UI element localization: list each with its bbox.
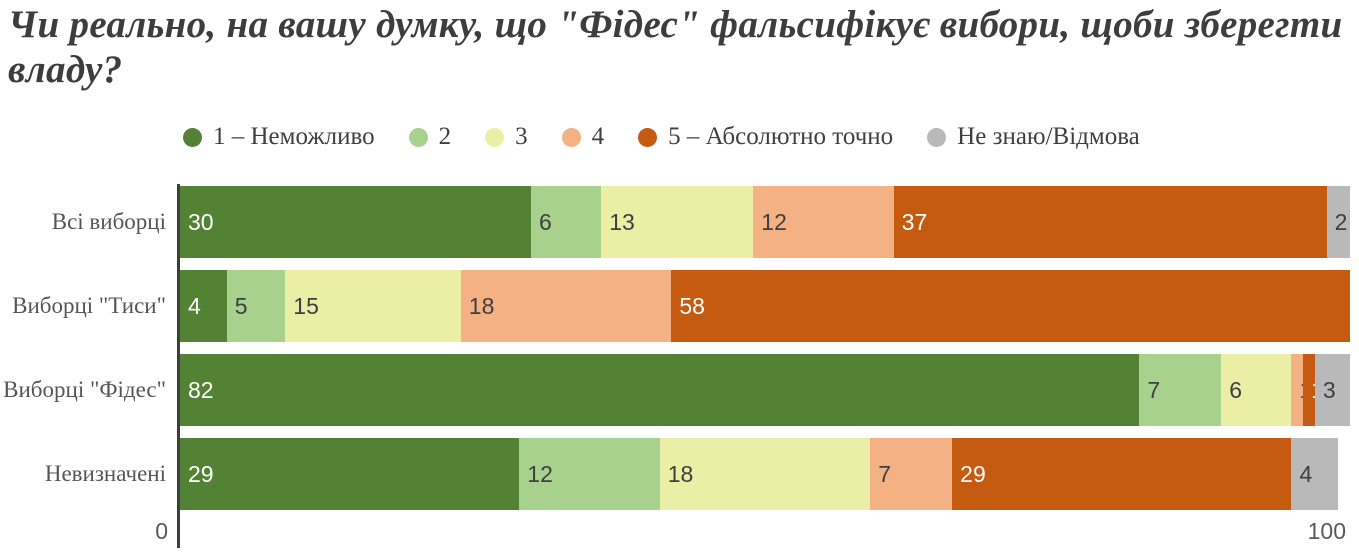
bar-segment: 7 — [870, 438, 953, 510]
segment-value-label: 18 — [667, 460, 694, 487]
legend-item: 2 — [408, 123, 452, 151]
row-label: Всі виборці — [51, 209, 166, 234]
segment-value-label: 30 — [188, 208, 214, 235]
segment-value-label: 37 — [901, 208, 928, 235]
chart-title: Чи реально, на вашу думку, що "Фідес" фа… — [8, 2, 1353, 92]
legend-item: 5 – Абсолютно точно — [638, 123, 893, 151]
segment-value-label: 4 — [188, 292, 201, 319]
bar-segment: 37 — [893, 186, 1327, 258]
bar-row: Всі виборці 30 6 13 12 37 2 — [0, 186, 1359, 258]
bar-segment: 4 — [180, 270, 227, 342]
segment-value-label: 4 — [1299, 460, 1313, 487]
segment-value-label: 6 — [1229, 376, 1243, 403]
bar-segment: 3 — [1314, 354, 1350, 426]
bar-segment: 29 — [180, 438, 520, 510]
x-tick-0: 0 — [155, 518, 168, 544]
bar-row: Невизначені 29 12 18 7 29 4 — [0, 438, 1359, 510]
legend-item: 3 — [485, 123, 528, 151]
legend-item: 4 — [561, 123, 605, 151]
bar-track: 4 5 15 18 58 — [180, 270, 1350, 342]
legend-label: Не знаю/Відмова — [957, 123, 1140, 150]
bar-segment: 15 — [285, 270, 461, 342]
bar-segment: 82 — [180, 354, 1140, 426]
legend-swatch-icon — [408, 127, 428, 147]
bar-segment: 13 — [601, 186, 754, 258]
legend-item: Не знаю/Відмова — [927, 123, 1140, 151]
legend-item: 1 – Неможливо — [183, 123, 375, 151]
row-label: Виборці "Фідес" — [3, 377, 166, 402]
segment-value-label: 15 — [293, 292, 319, 319]
segment-value-label: 82 — [188, 376, 214, 403]
legend-swatch-icon — [183, 127, 202, 147]
row-label: Виборці "Тиси" — [12, 293, 166, 318]
legend-swatch-icon — [561, 127, 581, 147]
segment-value-label: 7 — [1147, 376, 1161, 403]
chart-title-line-2: владу? — [8, 48, 123, 91]
bar-segment: 2 — [1326, 186, 1350, 258]
segment-value-label: 18 — [468, 292, 495, 319]
bar-track: 82 7 6 113 — [180, 354, 1350, 426]
bar-segment: 4 — [1291, 438, 1339, 510]
legend-label: 4 — [591, 123, 605, 150]
legend-label: 2 — [438, 123, 452, 150]
bar-segment: 7 — [1139, 354, 1222, 426]
x-tick-100: 100 — [1307, 518, 1346, 544]
legend-swatch-icon — [638, 127, 658, 147]
bar-segment: 18 — [659, 438, 871, 510]
bar-chart: Всі виборці 30 6 13 12 37 2 Виборці "Тиси" 4 5 15 1… — [0, 186, 1359, 522]
bar-segment: 58 — [671, 270, 1350, 342]
segment-value-label: 13 — [609, 208, 635, 235]
segment-value-label: 29 — [188, 460, 214, 487]
segment-value-label: 2 — [1334, 208, 1348, 235]
chart-title-line-1: Чи реально, на вашу думку, що "Фідес" фа… — [8, 3, 1343, 46]
bar-segment: 5 — [226, 270, 286, 342]
segment-value-label: 5 — [234, 292, 248, 319]
segment-value-label: 12 — [527, 460, 553, 487]
bar-segment: 18 — [460, 270, 672, 342]
bar-row: Виборці "Фідес" 82 7 6 113 — [0, 354, 1359, 426]
bar-track: 30 6 13 12 37 2 — [180, 186, 1350, 258]
segment-value-label: 3 — [1322, 376, 1336, 403]
bar-segment: 6 — [531, 186, 602, 258]
bar-segment: 30 — [180, 186, 531, 258]
legend-label: 1 – Неможливо — [213, 123, 375, 150]
legend-swatch-icon — [485, 127, 505, 147]
bar-segment: 12 — [519, 438, 660, 510]
legend: 1 – Неможливо 2 3 4 5 – Абсолютно точно Не зн… — [183, 117, 1140, 157]
bar-track: 29 12 18 7 29 4 — [180, 438, 1350, 510]
segment-value-label: 29 — [960, 460, 986, 487]
legend-swatch-icon — [927, 127, 947, 147]
bar-segment: 12 — [753, 186, 894, 258]
bar-segment: 29 — [952, 438, 1292, 510]
segment-value-label: 6 — [539, 208, 552, 235]
bar-segment: 6 — [1221, 354, 1292, 426]
segment-value-label: 58 — [679, 292, 705, 319]
segment-value-label: 7 — [878, 460, 892, 487]
bar-row: Виборці "Тиси" 4 5 15 18 58 — [0, 270, 1359, 342]
segment-value-label: 12 — [761, 208, 787, 235]
row-label: Невизначені — [44, 461, 166, 486]
axis-line — [177, 184, 180, 548]
bar-segment: 1 — [1291, 354, 1312, 426]
legend-label: 3 — [515, 123, 528, 150]
legend-label: 5 – Абсолютно точно — [668, 123, 894, 150]
bar-segment: 1 — [1303, 354, 1324, 426]
